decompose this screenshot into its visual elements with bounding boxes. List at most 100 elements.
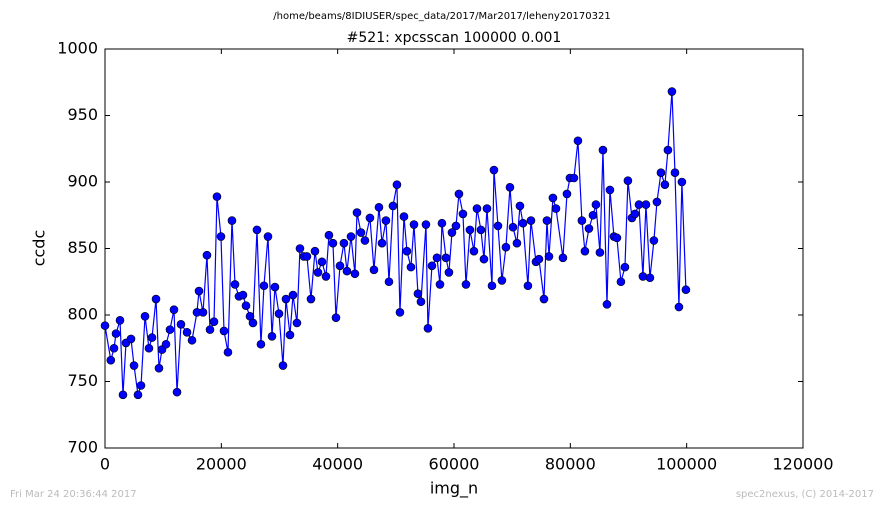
data-point (118, 390, 128, 400)
x-tick-label: 80000 (545, 455, 596, 474)
data-point (154, 363, 164, 373)
data-point (209, 317, 219, 326)
data-point (602, 300, 612, 309)
data-point (461, 280, 471, 289)
x-tick-label: 120000 (772, 455, 833, 474)
data-point (374, 202, 384, 212)
data-point (406, 262, 416, 272)
data-point (295, 244, 305, 253)
data-point (454, 189, 464, 199)
data-point (663, 145, 673, 155)
data-point (505, 183, 515, 192)
data-point (144, 343, 154, 353)
data-point (151, 294, 161, 304)
suptitle: /home/beams/8IDIUSER/spec_data/2017/Mar2… (273, 11, 610, 22)
data-point (169, 305, 179, 314)
data-point (281, 294, 291, 304)
y-tick-label: 950 (67, 105, 98, 124)
data-point (605, 185, 615, 195)
data-point (227, 216, 237, 225)
data-point (416, 297, 426, 307)
y-tick-label: 900 (67, 172, 98, 191)
data-point (577, 216, 587, 225)
data-point (392, 180, 402, 189)
data-point (432, 253, 442, 263)
data-point (539, 294, 549, 304)
data-point (274, 309, 284, 318)
data-point (472, 204, 482, 213)
data-point (321, 272, 331, 281)
data-point (252, 225, 262, 235)
data-point (216, 232, 226, 241)
data-point (409, 220, 419, 229)
data-point (115, 316, 125, 325)
data-point (165, 325, 175, 334)
data-point (133, 390, 143, 400)
data-point (328, 238, 338, 248)
data-point (620, 262, 630, 272)
data-point (360, 236, 370, 245)
data-point (652, 197, 662, 207)
footer-right: spec2nexus, (C) 2014-2017 (736, 489, 874, 500)
data-line (104, 91, 687, 395)
data-point (241, 301, 251, 310)
data-point (451, 221, 461, 231)
data-point (551, 204, 561, 213)
data-point (558, 253, 568, 263)
data-point (182, 327, 192, 337)
data-point (106, 355, 116, 365)
data-point (384, 277, 394, 287)
x-tick-label: 40000 (312, 455, 363, 474)
y-axis-label: ccdc (30, 230, 49, 267)
x-tick-label: 20000 (196, 455, 247, 474)
data-point (187, 335, 197, 345)
data-point (573, 136, 583, 146)
data-point (469, 246, 479, 256)
data-point (638, 272, 648, 281)
data-point (111, 329, 121, 338)
data-point (641, 200, 651, 209)
data-point (352, 208, 362, 217)
data-point (515, 201, 525, 211)
data-point (523, 281, 533, 291)
data-point (534, 254, 544, 264)
data-point (421, 220, 431, 229)
data-point (317, 257, 327, 267)
data-point (147, 333, 157, 342)
y-tick-label: 750 (67, 371, 98, 390)
data-point (129, 361, 139, 370)
data-point (339, 238, 349, 248)
data-point (465, 225, 475, 235)
data-point (677, 177, 687, 187)
x-tick-label: 60000 (429, 455, 480, 474)
data-point (365, 213, 375, 223)
data-point (681, 285, 691, 295)
data-point (212, 192, 222, 201)
data-point (342, 266, 352, 276)
data-point (645, 273, 655, 283)
data-point (270, 282, 280, 292)
data-point (598, 145, 608, 155)
data-point (542, 216, 552, 225)
data-point (479, 254, 489, 264)
data-point (584, 224, 594, 233)
data-point (435, 280, 445, 289)
data-point (256, 339, 266, 349)
data-point (544, 252, 554, 261)
data-point (548, 193, 558, 203)
data-point (660, 180, 670, 189)
plot-frame (104, 48, 804, 449)
data-point (595, 248, 605, 257)
data-point (562, 189, 572, 199)
data-point (136, 381, 146, 390)
data-point (172, 387, 182, 397)
x-tick-label: 100000 (656, 455, 717, 474)
x-tick-label: 0 (100, 455, 110, 474)
data-point (444, 268, 454, 277)
data-point (335, 261, 345, 271)
data-point (413, 289, 423, 299)
data-point (350, 269, 360, 279)
data-point (205, 325, 215, 334)
